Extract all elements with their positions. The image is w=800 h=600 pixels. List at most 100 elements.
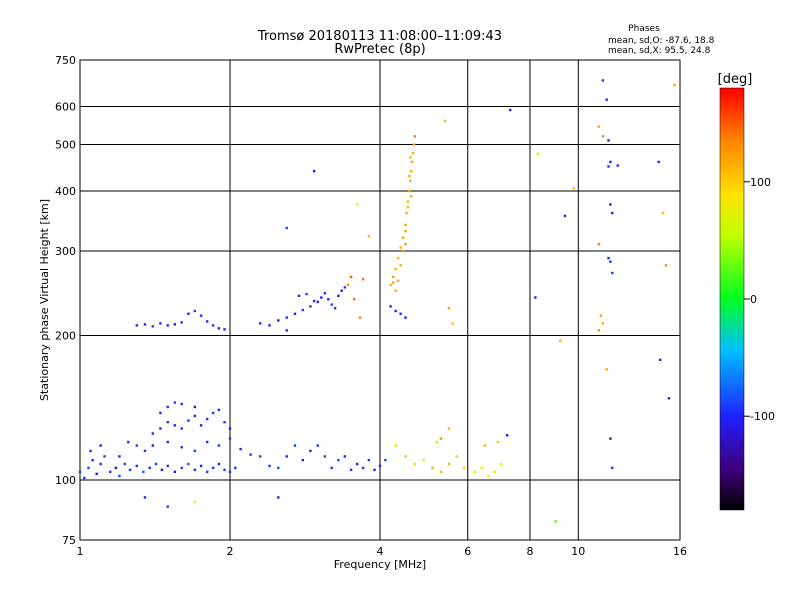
data-point [563, 214, 567, 218]
data-point [297, 294, 301, 297]
data-point [451, 322, 455, 325]
data-point [609, 203, 612, 206]
data-point [499, 462, 503, 466]
data-point [259, 455, 262, 458]
x-tick-label: 6 [464, 545, 471, 558]
data-point [667, 397, 671, 400]
stats-line-o: mean, sd,O: -87.6, 18.8 [608, 36, 715, 46]
data-point [609, 437, 612, 440]
colorbar-label: [deg] [718, 72, 753, 87]
data-point [301, 308, 305, 312]
data-point [389, 305, 392, 308]
data-point [605, 98, 608, 101]
data-point [349, 468, 353, 472]
data-point [358, 316, 362, 319]
data-point [658, 358, 662, 362]
data-point [607, 139, 610, 142]
data-point [601, 135, 605, 138]
data-point [404, 316, 407, 319]
data-point [211, 466, 215, 470]
data-point [135, 324, 138, 327]
data-point [277, 466, 280, 470]
x-tick-label: 2 [227, 545, 234, 558]
data-point [401, 249, 405, 253]
data-point [373, 468, 376, 472]
data-point [173, 401, 177, 404]
data-point [151, 325, 155, 328]
data-point [78, 470, 82, 474]
data-point [396, 279, 400, 283]
data-point [601, 79, 605, 82]
data-point [394, 309, 397, 313]
data-point [355, 462, 359, 466]
data-point [114, 466, 118, 470]
data-point [361, 278, 365, 281]
data-point [151, 432, 155, 435]
data-point [496, 440, 500, 444]
data-point [422, 458, 426, 462]
data-point [337, 458, 340, 462]
data-point [143, 323, 147, 326]
data-point [355, 203, 359, 206]
data-point [268, 324, 271, 327]
data-point [483, 444, 487, 447]
data-point [305, 292, 308, 296]
data-point [408, 174, 411, 178]
data-point [211, 324, 215, 327]
data-point [410, 160, 414, 164]
data-point [173, 323, 177, 326]
data-point [394, 444, 397, 447]
data-point [572, 187, 576, 190]
data-point [349, 275, 353, 279]
colorbar-ticks: 100 0 -100 [744, 176, 775, 423]
data-point [343, 286, 347, 289]
data-point [151, 444, 155, 447]
data-point [508, 108, 512, 112]
data-point [361, 466, 365, 470]
data-point [554, 520, 557, 523]
data-points [78, 79, 676, 523]
data-point [406, 200, 410, 203]
data-point [404, 242, 407, 246]
data-point [611, 211, 614, 215]
data-point [391, 281, 395, 284]
data-point [394, 267, 397, 271]
data-point [409, 179, 412, 183]
data-point [187, 312, 190, 315]
data-point [277, 496, 280, 499]
data-point [166, 324, 169, 327]
data-point [597, 329, 601, 332]
data-point [607, 165, 610, 168]
data-point [384, 458, 387, 462]
chart-title: Tromsø 20180113 11:08:00–11:09:43 [257, 29, 502, 44]
data-point [601, 322, 605, 325]
data-point [285, 455, 288, 458]
colorbar: [deg] 100 0 -100 [718, 72, 775, 511]
data-point [330, 303, 333, 306]
data-point [228, 437, 232, 440]
data-point [180, 446, 183, 449]
data-point [673, 83, 676, 87]
data-point [611, 271, 614, 275]
data-point [217, 408, 221, 412]
data-point [160, 468, 164, 472]
data-point [154, 462, 158, 466]
data-point [599, 314, 603, 317]
data-point [87, 466, 90, 470]
data-point [223, 328, 226, 331]
data-point [312, 299, 316, 303]
data-point [217, 462, 221, 466]
data-point [193, 309, 197, 313]
data-point [99, 462, 102, 466]
y-tick-label: 600 [55, 101, 76, 114]
data-point [217, 444, 221, 447]
data-point [408, 189, 411, 193]
y-tick-label: 400 [55, 185, 76, 198]
data-point [367, 235, 371, 238]
data-point [616, 164, 619, 167]
data-point [661, 211, 665, 215]
data-point [91, 458, 94, 462]
data-point [480, 466, 483, 470]
data-point [536, 152, 540, 156]
stats-title: Phases [628, 24, 660, 34]
